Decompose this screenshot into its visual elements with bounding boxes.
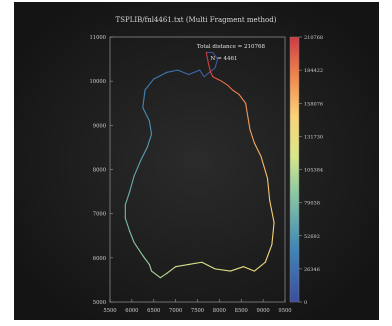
y-axis-ticks: 5000 6000 7000 8000 9000 10000 11000 <box>89 35 113 306</box>
x-tick-label: 5500 <box>103 308 116 314</box>
tour-segment <box>124 217 131 232</box>
tour-segment <box>205 51 209 65</box>
x-tick-label: 9000 <box>257 308 270 314</box>
colorbar-tick-label: 26346 <box>304 267 320 273</box>
y-tick-label: 11000 <box>89 35 106 41</box>
tour-segment <box>124 191 131 206</box>
tour-segment <box>247 115 251 131</box>
x-tick-label: 7500 <box>191 308 204 314</box>
tour-segment <box>151 270 161 279</box>
tour-segment <box>129 175 135 193</box>
figure-background <box>14 2 379 320</box>
tour-segment <box>142 107 150 122</box>
tour-segment <box>242 266 255 272</box>
tour-segment <box>271 221 275 246</box>
y-tick-label: 6000 <box>93 256 106 262</box>
tour-segment <box>253 261 266 272</box>
tour-segment <box>142 255 150 266</box>
tour-segment <box>177 69 190 76</box>
x-tick-label: 6500 <box>147 308 160 314</box>
annotation-total-distance: Total distance = 210768 <box>197 44 266 50</box>
tour-segment <box>142 89 146 109</box>
colorbar-tick-label: 210768 <box>304 35 323 41</box>
tour-segment <box>212 51 219 60</box>
colorbar-tick-label: 0 <box>304 300 307 306</box>
tour-segment <box>207 62 212 73</box>
tour-segment <box>245 102 249 118</box>
plot-area: 5500 6000 6500 7000 7500 8000 8500 9000 9500 500… <box>89 35 291 314</box>
tour-path <box>124 51 275 279</box>
x-axis-ticks: 5500 6000 6500 7000 7500 8000 8500 9000 9500 <box>103 299 292 314</box>
tour-segment <box>148 120 153 135</box>
tour-segment <box>238 93 247 104</box>
colorbar-tick-label: 131730 <box>304 134 323 140</box>
tour-segment <box>227 85 234 91</box>
tour-segment <box>216 78 223 82</box>
colorbar-tick-label: 184422 <box>304 68 323 74</box>
colorbar-tick-label: 52692 <box>304 234 320 240</box>
tour-segment <box>260 155 269 179</box>
colorbar-gradient <box>289 36 300 303</box>
y-tick-label: 5000 <box>93 300 106 306</box>
tour-segment <box>264 244 273 263</box>
x-tick-label: 8000 <box>213 308 226 314</box>
tour-segment <box>133 241 144 257</box>
tour-segment <box>144 78 155 91</box>
colorbar-tick-label: 105384 <box>304 168 323 174</box>
x-tick-label: 6000 <box>125 308 138 314</box>
tour-segment <box>153 71 168 80</box>
tour-segment <box>212 76 218 80</box>
tour-segment <box>253 142 262 157</box>
x-tick-label: 7000 <box>169 308 182 314</box>
x-tick-label: 8500 <box>235 308 248 314</box>
tour-segment <box>199 69 205 78</box>
chart-title: TSPLIB/fnl4461.txt (Multi Fragment metho… <box>116 16 277 24</box>
annotation-node-count: N = 4461 <box>211 56 238 62</box>
tour-segment <box>140 146 148 162</box>
y-tick-label: 7000 <box>93 212 106 218</box>
tour-segment <box>229 266 244 272</box>
tour-segment <box>201 261 216 270</box>
tour-segment <box>166 266 177 274</box>
tour-segment <box>188 69 201 76</box>
tour-segment <box>214 58 219 69</box>
tour-segment <box>231 89 240 95</box>
tour-segment <box>249 129 255 144</box>
colorbar-ticks: 0 26346 52692 79038 105384 131730 158076 184422… <box>299 35 323 306</box>
colorbar-tick-label: 79038 <box>304 201 320 207</box>
tour-segment <box>129 230 135 243</box>
tour-segment <box>175 263 190 268</box>
tour-segment <box>166 69 179 73</box>
y-tick-label: 10000 <box>89 79 106 85</box>
tour-segment <box>203 67 216 78</box>
tour-segment <box>210 71 214 78</box>
tour-segment <box>266 177 271 201</box>
tour-segment <box>188 261 203 266</box>
tour-segment <box>214 268 231 272</box>
y-tick-label: 9000 <box>93 123 106 129</box>
tour-segment <box>146 133 153 148</box>
tour-segment <box>148 263 153 272</box>
tour-segment <box>269 199 275 224</box>
tour-segment <box>221 80 229 87</box>
tour-segment <box>133 160 142 177</box>
colorbar-tick-label: 158076 <box>304 101 323 107</box>
tour-segment <box>159 272 168 279</box>
colorbar: 0 26346 52692 79038 105384 131730 158076 184422… <box>289 35 323 306</box>
x-tick-label: 9500 <box>278 308 291 314</box>
y-tick-label: 8000 <box>93 168 106 174</box>
